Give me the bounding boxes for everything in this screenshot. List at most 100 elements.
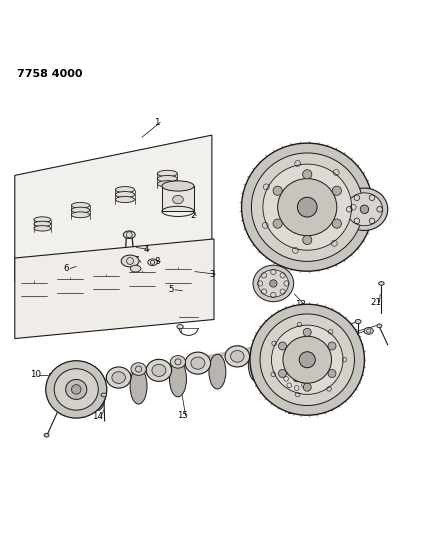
Ellipse shape [130,265,141,272]
Circle shape [332,219,342,228]
Ellipse shape [116,197,134,203]
Polygon shape [162,186,194,212]
Text: 1: 1 [154,118,160,127]
Ellipse shape [260,314,354,406]
Ellipse shape [158,171,177,176]
Ellipse shape [284,367,309,390]
Ellipse shape [121,255,139,267]
Circle shape [299,352,315,368]
Text: 3: 3 [209,270,214,279]
Ellipse shape [65,376,88,396]
Text: 7: 7 [133,256,138,265]
Ellipse shape [379,281,384,285]
Circle shape [279,369,286,377]
Ellipse shape [130,368,147,404]
Text: (M/T): (M/T) [286,319,313,329]
Ellipse shape [258,270,288,297]
Text: 9: 9 [261,271,266,280]
Circle shape [303,169,312,179]
Ellipse shape [34,217,51,222]
Polygon shape [15,135,212,281]
Circle shape [303,383,311,391]
Text: 8: 8 [154,257,160,266]
Text: 7758 4000: 7758 4000 [17,69,83,79]
Text: 6: 6 [64,264,69,273]
Text: 19: 19 [332,334,343,343]
Text: 5: 5 [169,285,174,294]
Circle shape [360,205,369,214]
Circle shape [273,186,282,195]
Ellipse shape [70,381,83,392]
Ellipse shape [225,346,250,367]
Ellipse shape [123,231,135,239]
Ellipse shape [131,363,146,375]
Circle shape [328,342,336,350]
Circle shape [279,342,286,350]
Ellipse shape [377,324,382,328]
Text: 21: 21 [370,298,381,307]
Ellipse shape [162,181,194,191]
Circle shape [270,280,277,287]
Ellipse shape [209,354,226,389]
Ellipse shape [44,433,49,437]
Ellipse shape [71,212,89,217]
Ellipse shape [251,153,363,261]
Text: 4: 4 [143,245,149,254]
Ellipse shape [112,372,125,383]
Circle shape [332,186,342,195]
Ellipse shape [364,328,373,334]
Circle shape [303,236,312,245]
Ellipse shape [148,259,157,265]
Ellipse shape [158,181,177,187]
Text: 12: 12 [79,370,90,379]
Text: 16: 16 [285,407,297,416]
Ellipse shape [278,179,337,236]
Ellipse shape [71,207,89,213]
Ellipse shape [89,377,105,410]
Text: 14: 14 [92,413,103,422]
Text: 2: 2 [190,211,196,220]
Ellipse shape [101,393,107,397]
Circle shape [328,369,336,377]
Text: (A/T): (A/T) [286,162,311,172]
Text: 18: 18 [317,329,327,338]
Ellipse shape [185,352,211,374]
Ellipse shape [170,356,186,368]
Ellipse shape [116,191,134,198]
Ellipse shape [34,221,51,227]
Ellipse shape [355,319,361,324]
Ellipse shape [191,357,205,369]
Ellipse shape [71,203,89,208]
Ellipse shape [116,187,134,192]
Ellipse shape [177,325,183,329]
Text: 11: 11 [47,373,58,382]
Ellipse shape [279,364,314,394]
Text: 15: 15 [177,411,188,420]
Ellipse shape [46,361,107,418]
Ellipse shape [169,361,187,397]
Circle shape [294,376,300,382]
Ellipse shape [106,367,131,388]
Ellipse shape [152,364,166,376]
Text: 13: 13 [295,300,306,309]
Ellipse shape [241,143,373,271]
Ellipse shape [146,359,172,381]
Ellipse shape [283,336,332,383]
Ellipse shape [248,348,265,381]
Ellipse shape [172,195,183,204]
Circle shape [71,385,81,394]
Ellipse shape [65,379,87,399]
Text: 10: 10 [30,370,42,379]
Circle shape [297,197,317,217]
Ellipse shape [253,265,294,302]
Ellipse shape [231,351,244,362]
Ellipse shape [250,304,365,415]
Text: 20: 20 [345,328,356,337]
Ellipse shape [54,369,98,410]
Ellipse shape [346,193,383,225]
Text: 17: 17 [315,407,326,416]
Ellipse shape [263,164,351,250]
Ellipse shape [269,344,282,355]
Polygon shape [15,239,214,338]
Ellipse shape [271,325,343,394]
